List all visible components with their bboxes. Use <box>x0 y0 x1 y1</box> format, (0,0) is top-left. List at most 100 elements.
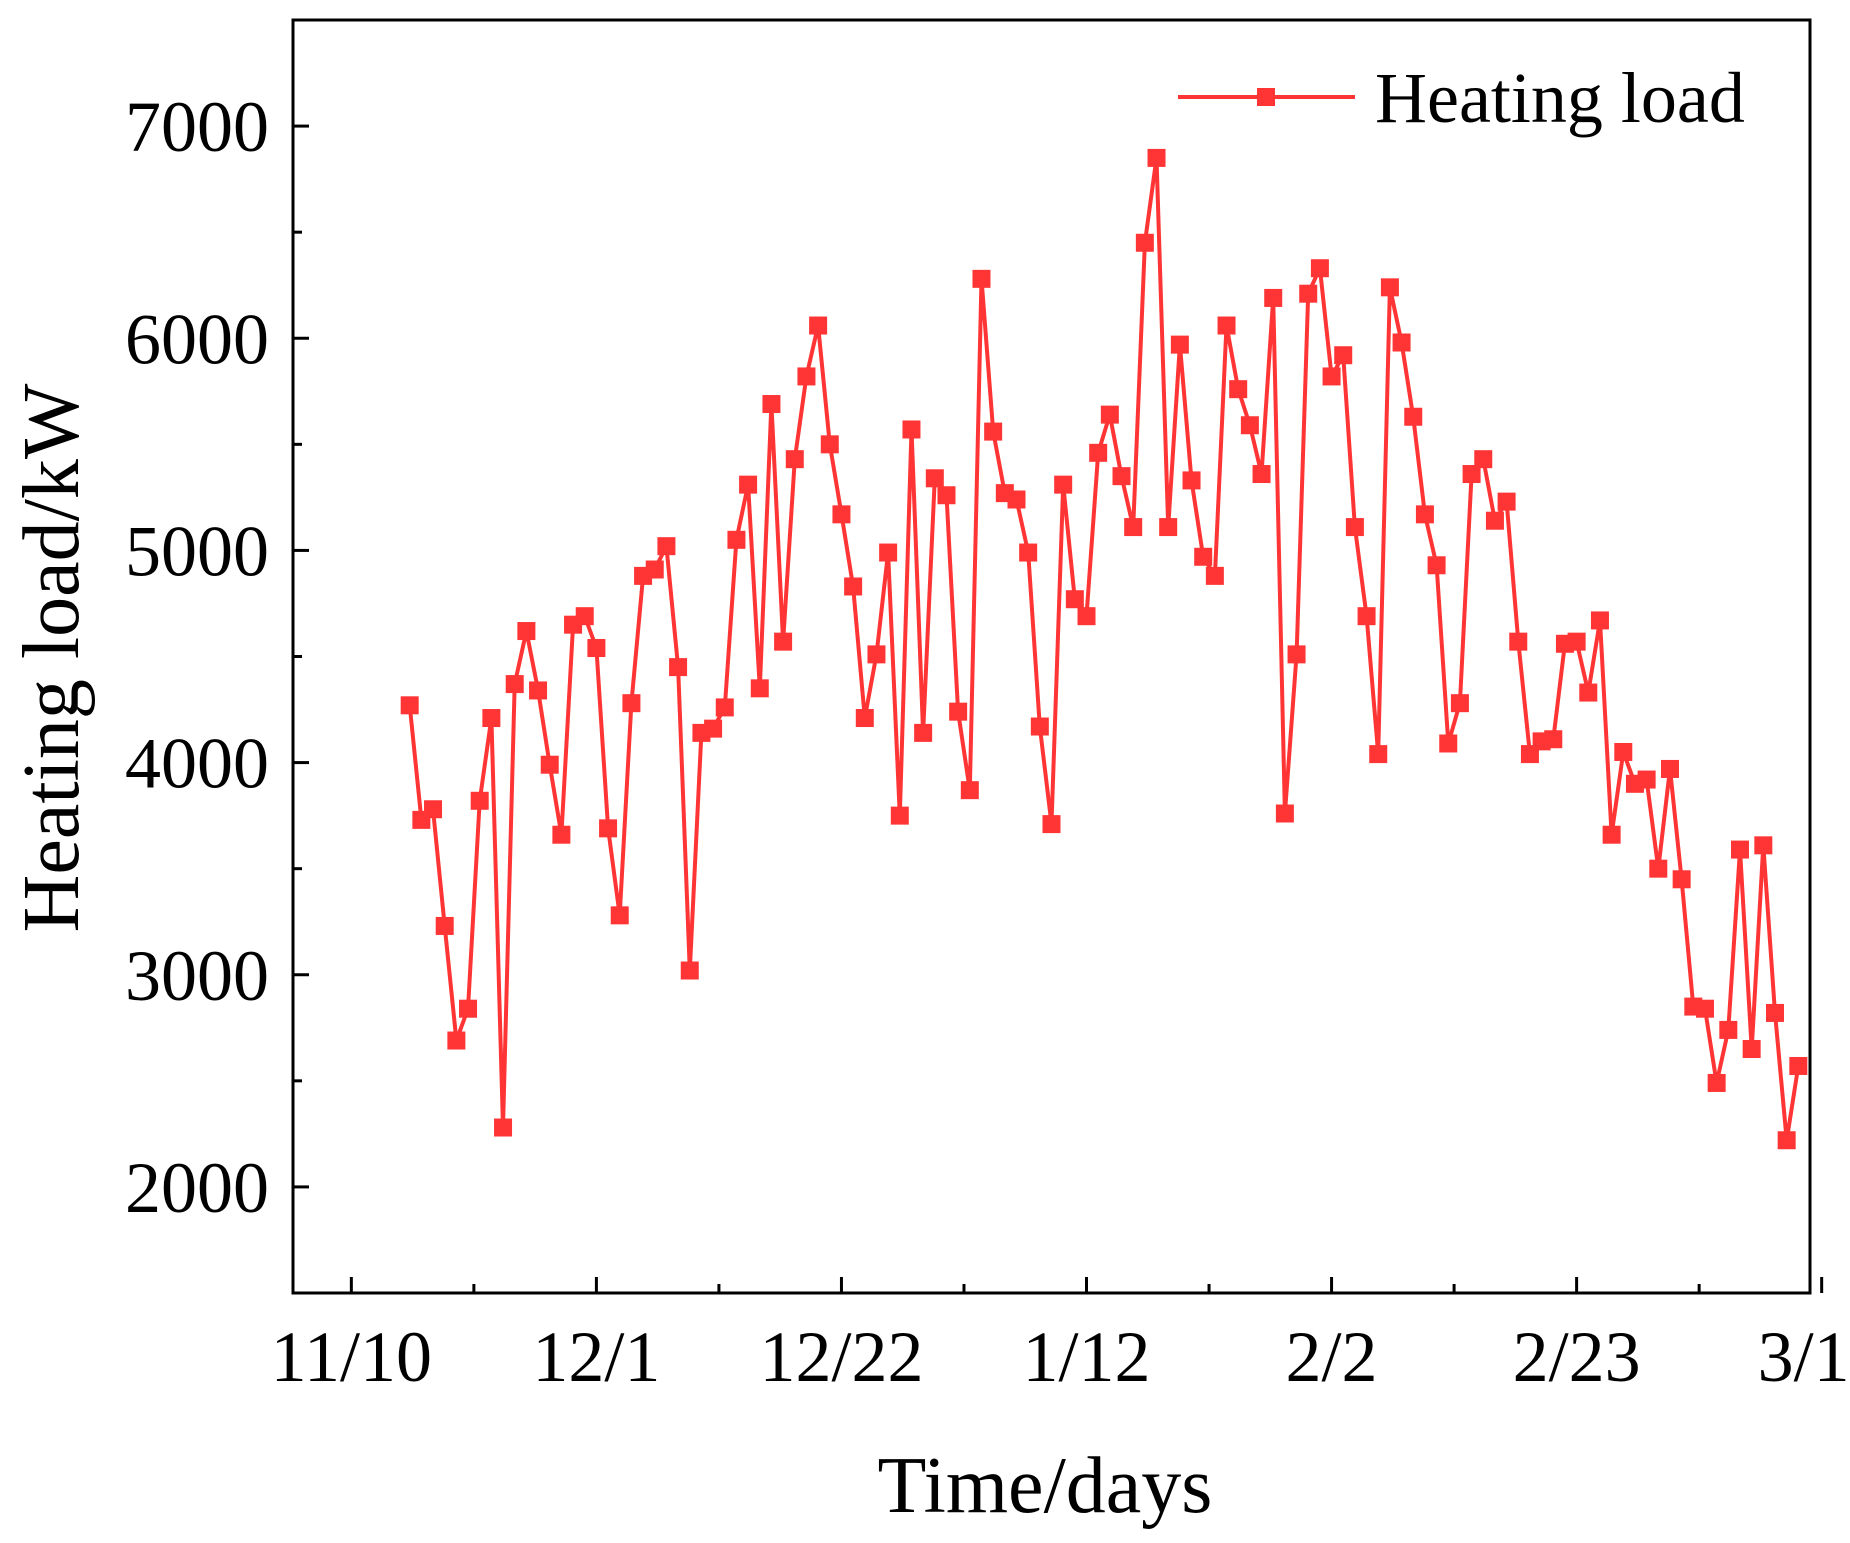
data-point-marker <box>1065 590 1084 609</box>
data-point-marker <box>1509 632 1528 651</box>
data-point-marker <box>1590 611 1609 630</box>
data-point-marker <box>494 1118 513 1137</box>
data-point-marker <box>1765 1003 1784 1022</box>
axes: 2000 3000 4000 5000 6000 7000 11/10 12/1 12/22 1/… <box>125 18 1850 1397</box>
data-point-marker <box>1719 1020 1738 1039</box>
data-point-marker <box>785 450 804 469</box>
data-point-marker <box>1182 471 1201 490</box>
data-point-marker <box>960 781 979 800</box>
data-point-marker <box>914 723 933 742</box>
data-point-marker <box>1322 367 1341 386</box>
x-tick-label: 3/16 <box>1758 1317 1850 1397</box>
data-point-marker <box>1299 284 1318 303</box>
data-point-marker <box>645 560 664 579</box>
data-point-marker <box>1637 770 1656 789</box>
data-point-marker <box>447 1031 466 1050</box>
x-tick-label: 2/2 <box>1286 1317 1378 1397</box>
data-point-marker <box>1462 465 1481 484</box>
data-point-marker <box>1334 346 1353 365</box>
data-point-marker <box>1369 745 1388 764</box>
legend: Heating load <box>1178 58 1745 138</box>
data-point-marker <box>797 367 816 386</box>
data-point-marker <box>1135 233 1154 252</box>
data-point-marker <box>529 681 548 700</box>
data-point-marker <box>774 632 793 651</box>
data-point-marker <box>1415 505 1434 524</box>
data-point-marker <box>1100 405 1119 424</box>
data-point-marker <box>424 800 443 819</box>
data-point-marker <box>715 698 734 717</box>
data-point-marker <box>949 702 968 721</box>
series-line <box>407 155 1801 1143</box>
data-point-marker <box>1217 316 1236 335</box>
data-point-marker <box>1147 148 1166 167</box>
data-point-marker <box>1310 259 1329 278</box>
series-heating-load <box>400 148 1808 1150</box>
data-point-marker <box>832 505 851 524</box>
data-point-marker <box>575 607 594 626</box>
data-point-marker <box>925 469 944 488</box>
y-tick-label: 4000 <box>125 724 269 804</box>
data-point-marker <box>470 791 489 810</box>
data-point-marker <box>1287 645 1306 664</box>
legend-swatch-marker <box>1257 88 1275 106</box>
data-point-marker <box>669 658 688 677</box>
data-point-marker <box>1240 416 1259 435</box>
data-point-marker <box>750 679 769 698</box>
data-point-marker <box>1159 518 1178 537</box>
data-point-marker <box>1485 511 1504 530</box>
data-point-marker <box>599 819 618 838</box>
data-point-marker <box>1380 278 1399 297</box>
data-point-marker <box>937 486 956 505</box>
data-point-marker <box>1170 335 1189 354</box>
data-point-marker <box>762 395 781 414</box>
data-point-marker <box>972 269 991 288</box>
x-axis-title: Time/days <box>878 1442 1213 1530</box>
data-point-marker <box>610 906 629 925</box>
data-point-marker <box>890 806 909 825</box>
y-tick-label: 5000 <box>125 511 269 591</box>
data-point-marker <box>739 475 758 494</box>
data-point-marker <box>867 645 886 664</box>
data-point-marker <box>1007 490 1026 509</box>
data-point-marker <box>727 530 746 549</box>
y-tick-label: 3000 <box>125 936 269 1016</box>
data-point-marker <box>1707 1073 1726 1092</box>
data-point-marker <box>400 696 419 715</box>
data-point-marker <box>459 999 478 1018</box>
data-point-marker <box>1194 547 1213 566</box>
data-point-marker <box>1042 815 1061 834</box>
data-point-marker <box>1264 288 1283 307</box>
data-point-marker <box>879 543 898 562</box>
data-point-marker <box>1450 694 1469 713</box>
data-point-marker <box>1252 465 1271 484</box>
legend-label: Heating load <box>1375 58 1745 138</box>
data-point-marker <box>1754 836 1773 855</box>
axis-titles: Time/days Heating load/kW <box>8 383 1212 1530</box>
data-point-marker <box>1614 742 1633 761</box>
data-point-marker <box>657 537 676 556</box>
y-tick-label: 2000 <box>125 1148 269 1228</box>
data-point-marker <box>984 422 1003 441</box>
data-point-marker <box>1054 475 1073 494</box>
data-point-marker <box>1672 870 1691 889</box>
data-point-marker <box>1404 407 1423 426</box>
data-point-marker <box>704 719 723 738</box>
data-point-marker <box>540 755 559 774</box>
data-point-marker <box>855 709 874 728</box>
data-point-marker <box>482 709 501 728</box>
data-point-marker <box>1019 543 1038 562</box>
data-point-marker <box>809 316 828 335</box>
x-tick-label: 1/12 <box>1022 1317 1150 1397</box>
data-point-marker <box>1112 467 1131 486</box>
data-point-marker <box>435 916 454 935</box>
data-point-marker <box>1567 632 1586 651</box>
data-point-marker <box>844 577 863 596</box>
data-point-marker <box>517 622 536 641</box>
data-point-marker <box>1660 759 1679 778</box>
data-point-marker <box>1649 859 1668 878</box>
data-point-marker <box>1427 556 1446 575</box>
data-point-marker <box>680 961 699 980</box>
